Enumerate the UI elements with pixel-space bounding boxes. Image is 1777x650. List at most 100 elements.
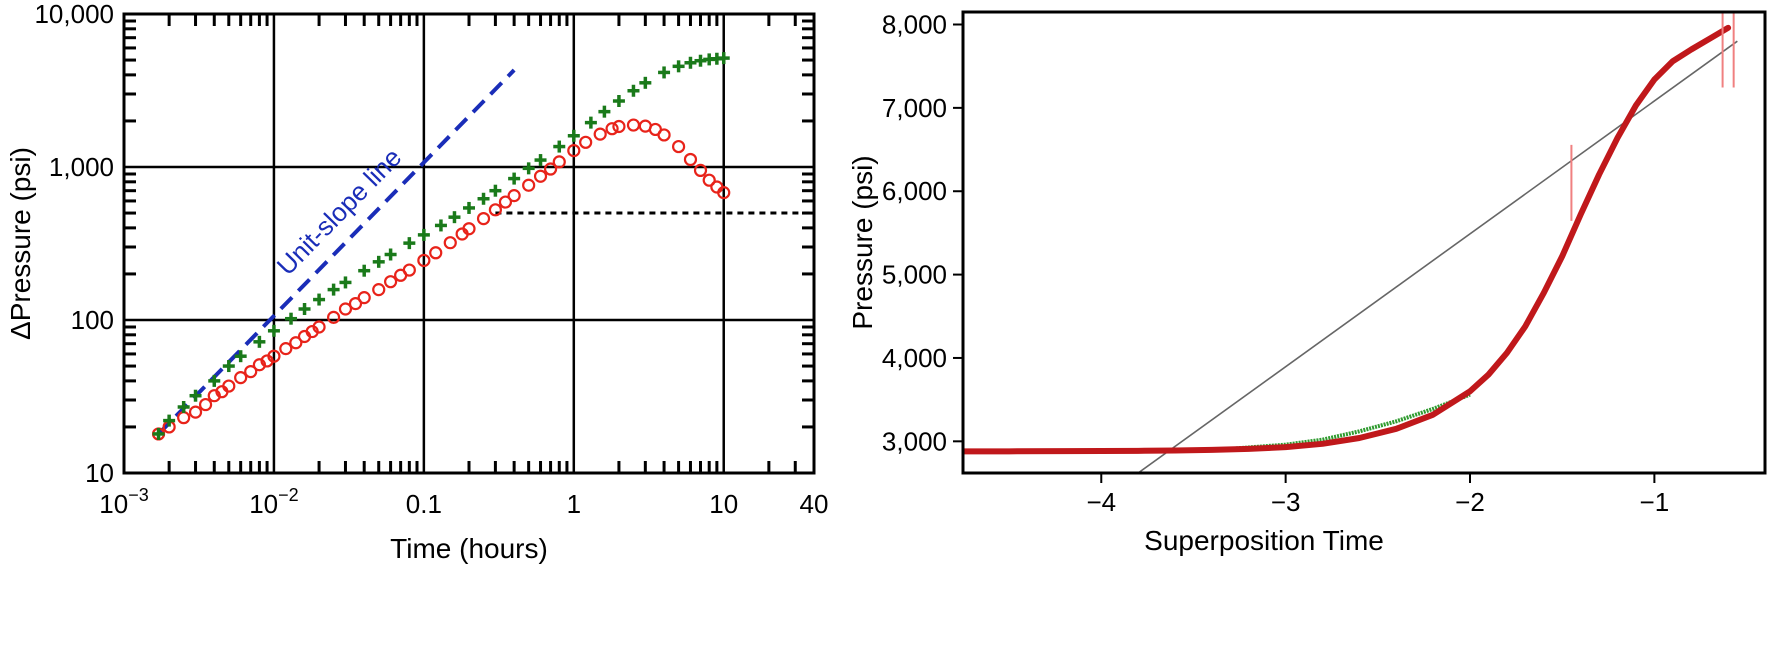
left-x-tick-label: 1	[567, 489, 581, 519]
left-reference-lines	[157, 68, 814, 436]
left-green-point	[384, 248, 397, 261]
right-x-tick-label: −4	[1086, 487, 1116, 517]
unit-slope-annotation: Unit-slope line	[271, 142, 408, 281]
left-red-point	[522, 178, 536, 192]
left-y-tick-labels: 10 100 1,000 10,000	[34, 0, 114, 488]
left-red-point	[267, 349, 281, 363]
left-red-point	[417, 253, 431, 268]
left-red-point	[593, 127, 607, 141]
left-red-point	[234, 371, 248, 385]
left-green-point	[163, 414, 176, 427]
left-green-point	[313, 293, 326, 306]
left-green-point	[522, 162, 535, 175]
left-green-point	[448, 211, 461, 224]
left-green-point	[189, 389, 202, 402]
right-x-tick-label: −3	[1271, 487, 1301, 517]
left-green-point	[417, 228, 430, 241]
left-green-point	[463, 201, 475, 214]
right-plot-frame	[961, 10, 1767, 475]
right-green-curve	[963, 392, 1471, 454]
left-x-axis-label: Time (hours)	[390, 533, 548, 564]
left-red-point	[626, 118, 641, 132]
left-red-point	[188, 405, 203, 419]
left-red-point	[567, 143, 581, 158]
left-green-point	[177, 401, 190, 414]
left-red-point	[488, 203, 503, 217]
left-green-point	[358, 264, 371, 277]
left-chart-panel: 10−3 10−2 0.1 1 10 40 10 100 1,000 10,000 Unit-s…	[5, 0, 828, 564]
left-red-point	[683, 152, 698, 167]
left-green-point	[434, 219, 447, 232]
left-x-tick-label: 10−2	[249, 485, 298, 519]
left-red-point	[702, 173, 716, 187]
left-series	[151, 52, 731, 441]
right-straight-line	[1137, 40, 1738, 473]
left-red-point	[693, 163, 708, 178]
left-green-point	[489, 184, 502, 197]
left-red-point	[612, 119, 626, 134]
right-x-tick-label: −1	[1640, 487, 1670, 517]
left-red-point	[348, 296, 363, 311]
left-red-point	[177, 411, 191, 425]
left-green-point	[627, 84, 640, 97]
right-y-tick-label: 8,000	[882, 10, 947, 40]
left-red-point	[326, 310, 341, 324]
right-y-tick-label: 5,000	[882, 260, 947, 290]
left-green-point	[553, 140, 566, 153]
left-red-point	[507, 189, 521, 203]
unit-slope-line	[157, 68, 516, 436]
right-y-tick-label: 7,000	[882, 93, 947, 123]
left-x-tick-label: 0.1	[406, 489, 442, 519]
left-green-point	[285, 312, 298, 325]
left-red-point	[462, 222, 476, 236]
left-green-point	[267, 324, 280, 337]
left-green-point	[152, 427, 165, 440]
left-green-point	[567, 129, 580, 142]
left-red-point	[198, 397, 213, 412]
left-x-tick-label: 10−3	[99, 485, 148, 519]
left-red-point	[579, 135, 593, 149]
left-red-point	[384, 275, 398, 289]
left-red-point	[605, 122, 619, 136]
left-green-point	[672, 60, 685, 73]
left-red-point	[543, 162, 558, 176]
left-red-point	[338, 302, 353, 316]
left-y-tick-label: 10	[85, 458, 114, 488]
left-green-point	[222, 360, 235, 373]
left-green-point	[339, 276, 352, 289]
left-green-point	[208, 374, 221, 387]
left-x-tick-label: 10	[709, 489, 738, 519]
left-y-tick-label: 1,000	[49, 152, 114, 182]
left-green-point	[584, 116, 597, 129]
left-red-point	[312, 320, 326, 334]
left-x-tick-labels: 10−3 10−2 0.1 1 10 40	[99, 485, 828, 519]
left-green-point	[612, 95, 625, 108]
left-green-point	[534, 154, 547, 167]
left-red-point	[533, 169, 548, 183]
right-y-tick-label: 6,000	[882, 176, 947, 206]
right-y-tick-labels: 3,000 4,000 5,000 6,000 7,000 8,000	[882, 10, 947, 457]
left-red-point	[717, 186, 731, 200]
left-green-point	[327, 283, 340, 296]
left-green-point	[234, 350, 247, 363]
left-red-point	[372, 283, 386, 297]
left-red-point	[222, 379, 236, 393]
right-reference-line	[1137, 40, 1738, 473]
left-green-point	[684, 56, 697, 69]
right-markers	[1570, 11, 1735, 221]
left-red-point	[671, 139, 686, 154]
left-red-point	[252, 358, 267, 372]
right-x-tick-label: −2	[1455, 487, 1485, 517]
right-series	[963, 24, 1732, 455]
left-green-point	[658, 66, 671, 79]
left-red-point	[552, 155, 566, 169]
left-grid	[124, 14, 814, 473]
left-green-point	[298, 303, 311, 316]
left-red-point	[498, 195, 513, 209]
left-green-point	[403, 237, 416, 250]
right-y-axis-label: Pressure (psi)	[847, 155, 878, 329]
right-axis-ticks	[953, 23, 1656, 483]
left-red-point	[476, 211, 491, 226]
left-red-point	[429, 246, 443, 260]
left-green-point	[253, 335, 266, 348]
